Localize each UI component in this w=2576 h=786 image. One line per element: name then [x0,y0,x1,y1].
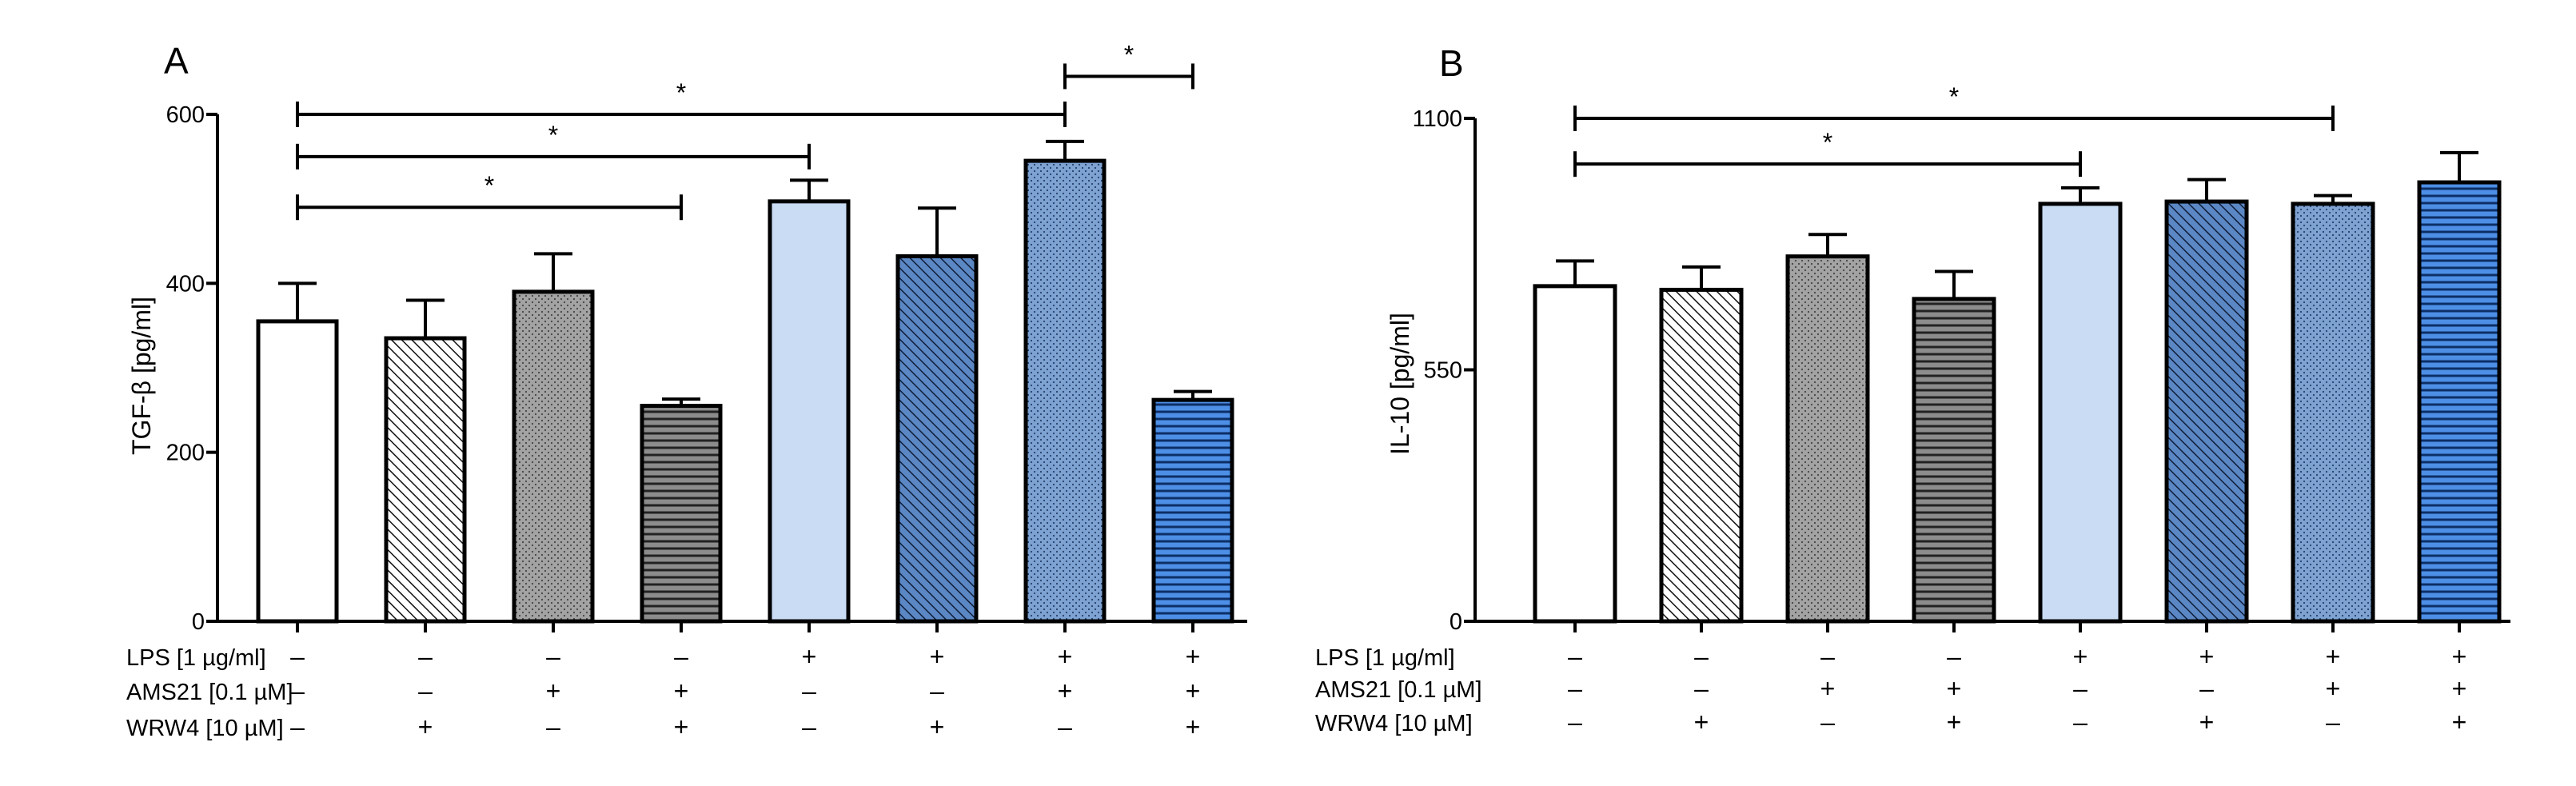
panel-a: A TGF-β [pg/ml] 0 200 400 600 * * * * LPS [1 µ… [126,40,1247,741]
condition-sign: + [2326,642,2341,671]
condition-sign: – [290,676,305,705]
condition-sign: + [2073,642,2088,671]
condition-sign: + [2452,708,2467,736]
condition-label: WRW4 [10 µM] [126,716,284,741]
panel-a-label: A [164,40,189,82]
significance-star: * [1823,128,1832,157]
bar [256,319,339,624]
bar [512,289,595,624]
bar [1785,254,1870,624]
condition-sign: – [1820,708,1835,736]
condition-sign: + [2326,674,2341,703]
condition-sign: + [1820,674,1836,703]
condition-sign: – [1947,642,1961,671]
condition-sign: – [1820,642,1835,671]
significance-star: * [1124,40,1134,69]
bar [1912,297,1996,624]
bar [384,336,467,624]
condition-sign: + [1186,676,1201,705]
condition-sign: + [1186,712,1201,741]
condition-label: LPS [1 µg/ml] [1315,645,1455,671]
condition-sign: – [1058,712,1072,741]
y-tick-label: 1100 [1413,106,1462,132]
bar [1659,287,1744,624]
bar [2164,199,2249,624]
y-tick-label: 200 [166,441,205,466]
y-tick-label: 600 [166,102,205,128]
condition-sign: + [2199,642,2215,671]
panel-a-bars [256,139,1234,624]
condition-sign: – [1568,674,1582,703]
bar [1533,284,1617,624]
condition-sign: – [802,712,816,741]
condition-sign: – [290,642,305,671]
panel-b-bars [1533,150,2502,624]
condition-sign: + [802,642,817,671]
condition-sign: + [2199,708,2215,736]
condition-sign: + [2452,642,2467,671]
condition-sign: + [1058,676,1073,705]
condition-sign: + [1694,708,1709,736]
bar [895,254,979,624]
condition-sign: – [2073,708,2088,736]
condition-sign: – [546,712,560,741]
y-tick-label: 0 [1449,609,1462,635]
condition-sign: + [674,712,689,741]
condition-sign: + [418,712,433,741]
bar [640,404,723,624]
significance-star: * [1949,82,1959,111]
condition-label: AMS21 [0.1 µM] [1315,677,1482,703]
bar [2417,180,2502,624]
condition-sign: + [546,676,561,705]
condition-sign: + [2452,674,2467,703]
condition-sign: + [930,712,945,741]
y-tick-label: 550 [1424,358,1462,384]
significance-star: * [676,78,686,107]
panel-a-significance: * * * * [296,40,1194,221]
condition-sign: – [802,676,816,705]
condition-label: AMS21 [0.1 µM] [126,680,293,705]
condition-sign: – [674,642,688,671]
y-tick-label: 400 [166,271,205,297]
condition-sign: – [2199,674,2214,703]
condition-sign: – [418,676,433,705]
bar [1023,158,1107,624]
condition-sign: – [930,676,944,705]
condition-sign: – [290,712,305,741]
panel-a-y-axis-label: TGF-β [pg/ml] [127,297,156,455]
bar [2038,201,2123,624]
condition-sign: – [418,642,433,671]
condition-sign: – [1568,642,1582,671]
y-tick-label: 0 [192,609,205,635]
condition-sign: – [1694,642,1709,671]
bar [2291,201,2375,624]
condition-sign: – [2326,708,2340,736]
panel-b-label: B [1439,42,1464,84]
significance-star: * [548,121,558,150]
condition-sign: – [1568,708,1582,736]
condition-sign: + [1947,708,1962,736]
condition-sign: + [1947,674,1962,703]
condition-sign: + [930,642,945,671]
condition-sign: – [2073,674,2088,703]
panel-b-y-axis-label: IL-10 [pg/ml] [1386,313,1414,455]
bar [1151,397,1234,624]
significance-star: * [484,171,494,200]
condition-label: LPS [1 µg/ml] [126,645,266,671]
condition-sign: – [546,642,560,671]
panel-b-conditions: LPS [1 µg/ml] – – – – + + + + AMS21 [0.1 µM] – – + + –… [1315,642,2466,736]
condition-sign: + [1186,642,1201,671]
condition-sign: + [674,676,689,705]
condition-sign: + [1058,642,1073,671]
condition-sign: – [1694,674,1709,703]
panel-a-conditions: LPS [1 µg/ml] – – – – + + + +AMS21 [0.1 µM]– – + + –… [126,642,1200,741]
condition-label: WRW4 [10 µM] [1315,711,1473,736]
bar [768,199,851,624]
panel-b-significance: ** [1573,82,2335,178]
